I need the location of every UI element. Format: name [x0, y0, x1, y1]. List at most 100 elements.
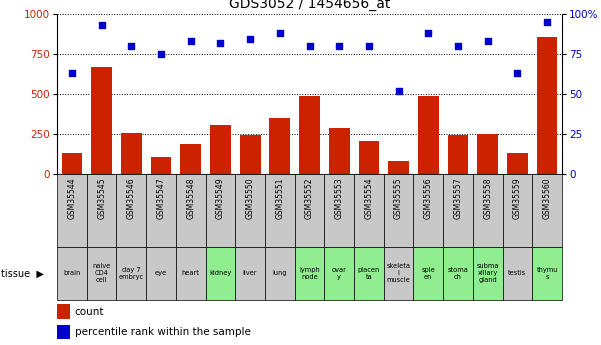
FancyBboxPatch shape — [265, 174, 294, 247]
Bar — [151, 157, 171, 174]
Title: GDS3052 / 1454656_at: GDS3052 / 1454656_at — [229, 0, 390, 11]
Point — [513, 70, 522, 76]
Point — [483, 38, 492, 44]
Text: GSM35555: GSM35555 — [394, 178, 403, 219]
Text: GSM35553: GSM35553 — [335, 178, 344, 219]
Bar — [448, 135, 468, 174]
Bar — [269, 118, 290, 174]
Bar — [121, 132, 142, 174]
Bar — [240, 135, 260, 174]
Text: lung: lung — [273, 270, 287, 276]
Text: GSM35550: GSM35550 — [246, 178, 255, 219]
FancyBboxPatch shape — [57, 247, 87, 300]
Bar — [61, 154, 82, 174]
Text: GSM35560: GSM35560 — [543, 178, 552, 219]
Point — [156, 51, 166, 57]
FancyBboxPatch shape — [87, 247, 117, 300]
Text: GSM35556: GSM35556 — [424, 178, 433, 219]
Text: GSM35545: GSM35545 — [97, 178, 106, 219]
Point — [305, 43, 314, 49]
Point — [334, 43, 344, 49]
Text: GSM35544: GSM35544 — [67, 178, 76, 219]
Text: GSM35547: GSM35547 — [156, 178, 165, 219]
FancyBboxPatch shape — [117, 174, 146, 247]
Text: GSM35549: GSM35549 — [216, 178, 225, 219]
Text: eye: eye — [155, 270, 167, 276]
FancyBboxPatch shape — [354, 174, 384, 247]
FancyBboxPatch shape — [206, 247, 235, 300]
Bar — [57, 325, 70, 339]
Text: liver: liver — [243, 270, 257, 276]
FancyBboxPatch shape — [206, 174, 235, 247]
FancyBboxPatch shape — [176, 174, 206, 247]
FancyBboxPatch shape — [473, 247, 502, 300]
Text: placen
ta: placen ta — [358, 267, 380, 280]
FancyBboxPatch shape — [473, 174, 502, 247]
Bar — [477, 134, 498, 174]
Bar — [359, 141, 379, 174]
FancyBboxPatch shape — [235, 174, 265, 247]
Point — [364, 43, 374, 49]
FancyBboxPatch shape — [294, 247, 325, 300]
Bar — [329, 128, 350, 174]
Bar — [418, 96, 439, 174]
FancyBboxPatch shape — [57, 174, 87, 247]
Point — [245, 37, 255, 42]
Text: GSM35554: GSM35554 — [364, 178, 373, 219]
Point — [186, 38, 195, 44]
FancyBboxPatch shape — [502, 247, 532, 300]
Text: tissue  ▶: tissue ▶ — [1, 268, 43, 278]
FancyBboxPatch shape — [354, 247, 384, 300]
FancyBboxPatch shape — [413, 174, 443, 247]
Text: day 7
embryc: day 7 embryc — [119, 267, 144, 280]
FancyBboxPatch shape — [235, 247, 265, 300]
Point — [542, 19, 552, 24]
Text: GSM35546: GSM35546 — [127, 178, 136, 219]
Bar — [180, 144, 201, 174]
FancyBboxPatch shape — [443, 247, 473, 300]
Text: percentile rank within the sample: percentile rank within the sample — [75, 327, 251, 337]
FancyBboxPatch shape — [146, 247, 176, 300]
FancyBboxPatch shape — [87, 174, 117, 247]
FancyBboxPatch shape — [384, 174, 413, 247]
Text: GSM35558: GSM35558 — [483, 178, 492, 219]
Text: lymph
node: lymph node — [299, 267, 320, 280]
Bar — [507, 154, 528, 174]
Text: count: count — [75, 307, 104, 317]
Text: naive
CD4
cell: naive CD4 cell — [93, 264, 111, 283]
Text: stoma
ch: stoma ch — [448, 267, 468, 280]
Text: GSM35559: GSM35559 — [513, 178, 522, 219]
Bar — [537, 37, 558, 174]
FancyBboxPatch shape — [265, 247, 294, 300]
Text: GSM35551: GSM35551 — [275, 178, 284, 219]
Point — [394, 88, 403, 93]
FancyBboxPatch shape — [384, 247, 413, 300]
Bar — [57, 304, 70, 319]
Point — [67, 70, 77, 76]
Text: kidney: kidney — [209, 270, 231, 276]
Point — [216, 40, 225, 46]
Bar — [210, 125, 231, 174]
Bar — [91, 67, 112, 174]
Text: thymu
s: thymu s — [537, 267, 558, 280]
FancyBboxPatch shape — [443, 174, 473, 247]
Text: GSM35557: GSM35557 — [454, 178, 463, 219]
Text: skeleta
l
muscle: skeleta l muscle — [386, 264, 410, 283]
FancyBboxPatch shape — [532, 174, 562, 247]
FancyBboxPatch shape — [413, 247, 443, 300]
Text: brain: brain — [63, 270, 81, 276]
Text: GSM35552: GSM35552 — [305, 178, 314, 219]
Text: testis: testis — [508, 270, 526, 276]
FancyBboxPatch shape — [294, 174, 325, 247]
Point — [127, 43, 136, 49]
FancyBboxPatch shape — [325, 247, 354, 300]
Bar — [388, 160, 409, 174]
Text: heart: heart — [182, 270, 200, 276]
Point — [275, 30, 285, 36]
Text: GSM35548: GSM35548 — [186, 178, 195, 219]
FancyBboxPatch shape — [532, 247, 562, 300]
Bar — [299, 96, 320, 174]
Text: sple
en: sple en — [421, 267, 435, 280]
Point — [97, 22, 106, 28]
FancyBboxPatch shape — [146, 174, 176, 247]
